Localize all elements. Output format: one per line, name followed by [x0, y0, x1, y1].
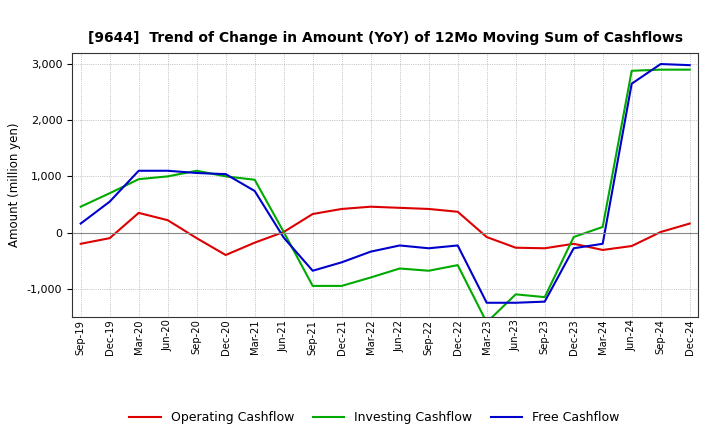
Operating Cashflow	[135, 210, 143, 216]
Free Cashflow	[627, 81, 636, 86]
Investing Cashflow	[541, 294, 549, 300]
Investing Cashflow	[570, 235, 578, 240]
Investing Cashflow	[105, 191, 114, 196]
Free Cashflow	[192, 170, 201, 176]
Operating Cashflow	[76, 241, 85, 246]
Operating Cashflow	[627, 243, 636, 249]
Investing Cashflow	[251, 177, 259, 183]
Free Cashflow	[338, 260, 346, 265]
Operating Cashflow	[163, 217, 172, 223]
Operating Cashflow	[251, 240, 259, 245]
Operating Cashflow	[279, 229, 288, 235]
Operating Cashflow	[570, 241, 578, 246]
Investing Cashflow	[366, 275, 375, 280]
Investing Cashflow	[338, 283, 346, 289]
Investing Cashflow	[279, 229, 288, 235]
Investing Cashflow	[454, 263, 462, 268]
Free Cashflow	[685, 62, 694, 68]
Operating Cashflow	[511, 245, 520, 250]
Operating Cashflow	[454, 209, 462, 214]
Free Cashflow	[163, 168, 172, 173]
Line: Investing Cashflow: Investing Cashflow	[81, 70, 690, 323]
Operating Cashflow	[424, 206, 433, 212]
Free Cashflow	[308, 268, 317, 273]
Free Cashflow	[251, 188, 259, 194]
Free Cashflow	[279, 235, 288, 240]
Title: [9644]  Trend of Change in Amount (YoY) of 12Mo Moving Sum of Cashflows: [9644] Trend of Change in Amount (YoY) o…	[88, 31, 683, 45]
Free Cashflow	[76, 221, 85, 226]
Free Cashflow	[511, 300, 520, 305]
Operating Cashflow	[685, 221, 694, 226]
Operating Cashflow	[482, 235, 491, 240]
Operating Cashflow	[366, 204, 375, 209]
Investing Cashflow	[308, 283, 317, 289]
Investing Cashflow	[424, 268, 433, 273]
Legend: Operating Cashflow, Investing Cashflow, Free Cashflow: Operating Cashflow, Investing Cashflow, …	[125, 407, 624, 429]
Operating Cashflow	[657, 229, 665, 235]
Investing Cashflow	[221, 174, 230, 179]
Line: Free Cashflow: Free Cashflow	[81, 64, 690, 303]
Free Cashflow	[482, 300, 491, 305]
Operating Cashflow	[395, 205, 404, 210]
Investing Cashflow	[685, 67, 694, 72]
Investing Cashflow	[598, 224, 607, 230]
Free Cashflow	[424, 246, 433, 251]
Free Cashflow	[221, 172, 230, 177]
Free Cashflow	[454, 243, 462, 248]
Investing Cashflow	[135, 176, 143, 182]
Free Cashflow	[105, 199, 114, 204]
Operating Cashflow	[338, 206, 346, 212]
Line: Operating Cashflow: Operating Cashflow	[81, 207, 690, 255]
Free Cashflow	[598, 241, 607, 246]
Operating Cashflow	[105, 235, 114, 241]
Investing Cashflow	[511, 292, 520, 297]
Free Cashflow	[541, 299, 549, 304]
Investing Cashflow	[163, 174, 172, 179]
Free Cashflow	[657, 62, 665, 67]
Investing Cashflow	[192, 168, 201, 173]
Operating Cashflow	[308, 211, 317, 216]
Investing Cashflow	[657, 67, 665, 72]
Free Cashflow	[366, 249, 375, 254]
Free Cashflow	[570, 246, 578, 251]
Free Cashflow	[395, 243, 404, 248]
Investing Cashflow	[395, 266, 404, 271]
Investing Cashflow	[627, 68, 636, 73]
Operating Cashflow	[192, 235, 201, 241]
Investing Cashflow	[482, 320, 491, 325]
Y-axis label: Amount (million yen): Amount (million yen)	[8, 123, 21, 247]
Investing Cashflow	[76, 204, 85, 209]
Operating Cashflow	[598, 247, 607, 253]
Free Cashflow	[135, 168, 143, 173]
Operating Cashflow	[221, 253, 230, 258]
Operating Cashflow	[541, 246, 549, 251]
